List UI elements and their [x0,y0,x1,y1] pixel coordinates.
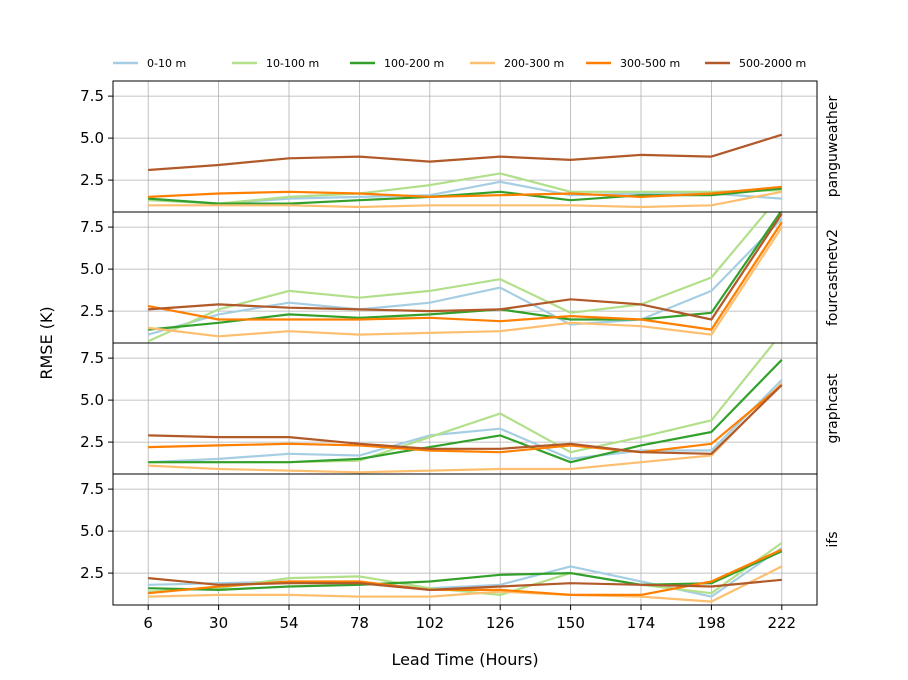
x-tick-label: 150 [556,614,585,632]
x-axis: 6 30 54 78 102 126 150 174 198 222 [143,605,796,632]
y-tick-label: 7.5 [80,218,104,236]
y-tick-label: 7.5 [80,87,104,105]
series-line-10-100m [147,212,768,343]
panel-frame [112,473,818,606]
y-tick-label: 2.5 [80,433,104,451]
chart-panels: 2.5 5.0 7.5 panguweather 2.5 5.0 7.5 fourcastne… [80,80,841,606]
facet-label: fourcastnetv2 [825,229,841,326]
legend-label: 500-2000 m [739,57,806,70]
series-line-10-100m [148,172,782,205]
y-tick-label: 7.5 [80,480,104,498]
y-tick-label: 2.5 [80,171,104,189]
x-tick-label: 78 [350,614,369,632]
legend-label: 100-200 m [384,57,444,70]
series-line-500-2000m [148,213,783,321]
series-line-0-10m [148,379,783,464]
series-line-500-2000m [148,133,783,172]
y-tick-label: 5.0 [80,260,104,278]
series-line-0-10m [147,217,783,336]
legend-label: 10-100 m [266,57,319,70]
x-tick-label: 30 [209,614,228,632]
legend-label: 300-500 m [620,57,680,70]
series-line-200-300m [148,382,783,474]
x-axis-title: Lead Time (Hours) [391,650,538,669]
y-tick-label: 2.5 [80,564,104,582]
series-line-200-300m [148,226,783,338]
legend-label: 0-10 m [147,57,186,70]
facet-label: ifs [825,531,841,547]
chart-legend: 0-10 m 10-100 m 100-200 m 200-300 m 300-500 … [113,57,806,70]
x-tick-label: 54 [279,614,298,632]
x-tick-label: 126 [486,614,515,632]
legend-item: 200-300 m [470,57,564,70]
y-tick-label: 5.0 [80,129,104,147]
series-line-300-500m [147,221,783,331]
y-tick-label: 7.5 [80,349,104,367]
facet-label: panguweather [825,96,841,198]
y-tick-label: 5.0 [80,391,104,409]
series-line-200-300m [148,565,783,603]
legend-item: 500-2000 m [705,57,806,70]
x-tick-label: 102 [415,614,444,632]
x-tick-label: 222 [767,614,796,632]
legend-item: 10-100 m [232,57,319,70]
legend-item: 100-200 m [350,57,444,70]
y-tick-label: 2.5 [80,302,104,320]
x-tick-label: 198 [697,614,726,632]
series-line-200-300m [148,190,783,209]
legend-item: 0-10 m [113,57,186,70]
facet-label: graphcast [825,373,841,444]
series-line-300-500m [148,384,783,454]
series-line-10-100m [148,343,776,464]
series-line-500-2000m [148,384,783,455]
panel-ifs: 2.5 5.0 7.5 ifs [80,473,841,606]
series-line-500-2000m [148,577,782,592]
series-line-100-200m [148,212,782,331]
x-tick-label: 174 [627,614,656,632]
legend-item: 300-500 m [586,57,680,70]
y-tick-label: 5.0 [80,522,104,540]
series-line-300-500m [148,185,782,198]
legend-label: 200-300 m [504,57,564,70]
y-axis-title: RMSE (K) [37,306,56,379]
series-line-100-200m [148,359,783,464]
series-line-100-200m [148,550,783,592]
panel-panguweather: 2.5 5.0 7.5 panguweather [80,80,841,213]
x-tick-label: 6 [143,614,153,632]
panel-graphcast: 2.5 5.0 7.5 graphcast [80,342,841,475]
panel-fourcastnetv2: 2.5 5.0 7.5 fourcastnetv2 [80,211,841,344]
